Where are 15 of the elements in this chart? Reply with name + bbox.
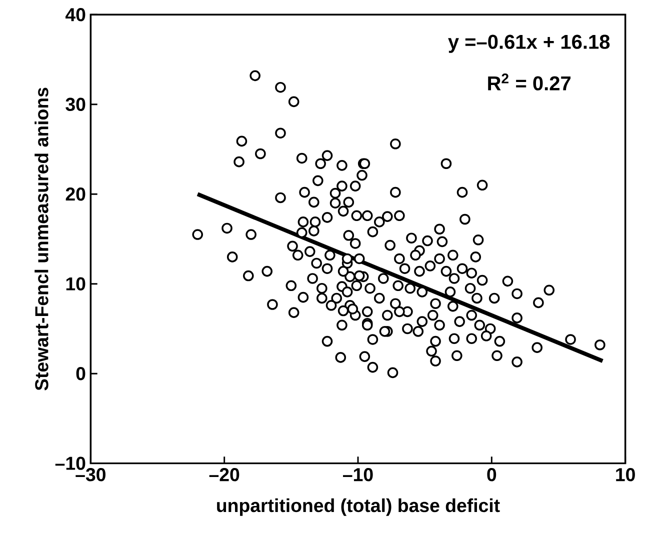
x-axis-title: unpartitioned (total) base deficit [217,498,500,516]
x-tick-label: –20 [209,468,240,482]
y-tick-label: 40 [65,8,86,22]
annotation: R$^{2}$ = 0.27 [488,74,570,90]
y-tick-label: 30 [66,98,86,112]
y-tick-label: –10 [55,456,86,470]
y-axis-title: Stewart-Fencl unmeasured anions [34,88,48,390]
annotation: y =–0.61x + 16.18 [448,34,610,53]
x-tick-label: –10 [342,468,373,482]
x-tick-label: 10 [616,468,635,482]
y-tick-label: 10 [66,277,86,290]
x-tick-label: –30 [76,468,106,482]
y-tick-label: 0 [76,366,86,380]
x-tick-label: 0 [487,468,496,482]
y-tick-label: 20 [66,188,86,201]
